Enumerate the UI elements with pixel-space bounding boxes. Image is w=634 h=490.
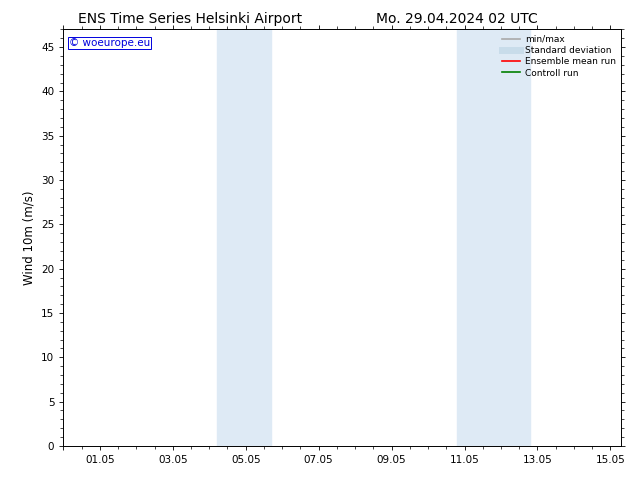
- Bar: [217, 29, 271, 446]
- Bar: [457, 29, 530, 446]
- Text: Mo. 29.04.2024 02 UTC: Mo. 29.04.2024 02 UTC: [375, 12, 538, 26]
- Y-axis label: Wind 10m (m/s): Wind 10m (m/s): [23, 191, 36, 285]
- Text: ENS Time Series Helsinki Airport: ENS Time Series Helsinki Airport: [78, 12, 302, 26]
- Text: © woeurope.eu: © woeurope.eu: [69, 38, 150, 48]
- Legend: min/max, Standard deviation, Ensemble mean run, Controll run: min/max, Standard deviation, Ensemble me…: [499, 31, 619, 81]
